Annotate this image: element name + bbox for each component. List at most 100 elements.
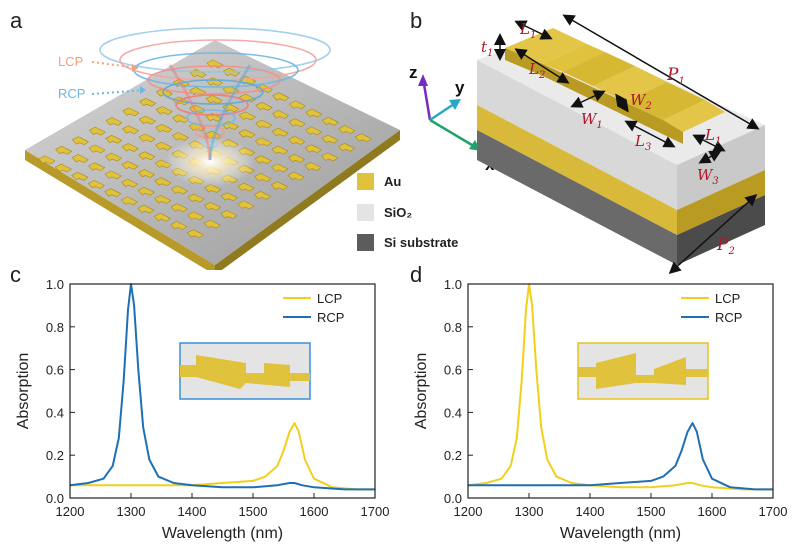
axis-z-label: z xyxy=(409,63,418,82)
gold-resonator xyxy=(237,182,255,192)
gold-resonator xyxy=(122,125,140,135)
x-tick-label: 1600 xyxy=(300,504,329,519)
y-axis-label: Absorption xyxy=(15,353,32,430)
gold-resonator xyxy=(270,181,288,191)
gold-resonator xyxy=(105,134,123,144)
y-tick-label: 0.4 xyxy=(46,405,64,420)
x-tick-label: 1700 xyxy=(759,504,788,519)
gold-resonator xyxy=(338,142,356,152)
gold-resonator xyxy=(155,141,173,151)
gold-resonator xyxy=(287,171,305,181)
metasurface-illustration: LCP RCP xyxy=(25,27,400,270)
gold-resonator xyxy=(287,153,306,163)
legend-label-lcp: LCP xyxy=(715,291,740,306)
gold-resonator xyxy=(288,100,306,110)
gold-resonator xyxy=(153,212,171,222)
gold-resonator xyxy=(154,195,172,204)
gold-resonator xyxy=(170,185,189,195)
gold-resonator xyxy=(187,193,205,203)
y-tick-label: 0.2 xyxy=(46,448,64,463)
gold-resonator xyxy=(172,114,190,124)
series-line-lcp xyxy=(70,422,375,491)
sio2-right-face xyxy=(677,125,765,210)
au-layer-front xyxy=(477,105,677,235)
gold-resonator xyxy=(170,203,188,213)
svg-text:P1: P1 xyxy=(666,65,685,87)
gold-resonator xyxy=(187,211,205,221)
gold-resonator xyxy=(304,144,322,154)
gold-resonator xyxy=(254,155,272,165)
panel-letter-c: c xyxy=(10,262,21,287)
gold-resonator xyxy=(288,136,306,145)
sio2-swatch xyxy=(357,204,374,221)
gold-resonator xyxy=(87,180,105,189)
unit-cell-schematic: z y x t1 L1 L2 W1 W2 xyxy=(409,14,765,275)
gold-resonator xyxy=(237,200,255,210)
gold-resonator xyxy=(271,163,289,173)
x-tick-label: 1300 xyxy=(117,504,146,519)
gold-resonator xyxy=(121,160,139,170)
si-swatch xyxy=(357,234,374,251)
gold-resonator xyxy=(154,177,172,187)
gold-resonator xyxy=(137,204,155,214)
absorption-chart-d: 1200 1300 1400 1500 1600 1700 0.0 0.2 0.4 0.6 0.8 1… xyxy=(413,277,788,542)
svg-text:W3: W3 xyxy=(697,166,719,187)
svg-text:L1: L1 xyxy=(519,20,536,41)
au-swatch xyxy=(357,173,374,190)
legend-au: Au xyxy=(357,173,401,190)
gold-resonator xyxy=(338,125,356,134)
x-tick-label: 1500 xyxy=(637,504,666,519)
inset-resonator-shape xyxy=(578,353,708,389)
x-tick-label: 1400 xyxy=(178,504,207,519)
panel-letter-b: b xyxy=(410,8,423,33)
gold-resonator xyxy=(354,133,372,143)
si-layer-front xyxy=(477,130,677,265)
gold-resonator xyxy=(104,188,122,198)
y-tick-label: 0.0 xyxy=(444,491,462,506)
substrate-side-left xyxy=(25,150,215,270)
legend-label-rcp: RCP xyxy=(715,310,742,325)
axis-y-label: y xyxy=(455,78,465,97)
gold-resonator xyxy=(304,162,322,171)
gold-resonator xyxy=(71,136,90,146)
gold-resonator xyxy=(155,106,173,115)
substrate-side-right xyxy=(215,130,400,270)
series-line-rcp xyxy=(468,422,773,491)
legend-label-lcp: LCP xyxy=(317,291,342,306)
inset-resonator-shape xyxy=(180,355,310,389)
gold-resonator xyxy=(203,201,222,211)
y-tick-label: 0.6 xyxy=(444,363,462,378)
legend-si-label: Si substrate xyxy=(384,235,459,250)
gold-resonator xyxy=(38,155,56,165)
y-tick-label: 0.4 xyxy=(444,405,462,420)
x-tick-label: 1300 xyxy=(515,504,544,519)
gold-resonator xyxy=(305,126,323,136)
gold-resonator xyxy=(137,169,156,178)
focus-glow xyxy=(165,137,255,187)
gold-resonator xyxy=(271,127,289,137)
y-tick-label: 0.0 xyxy=(46,491,64,506)
gold-resonator xyxy=(71,154,89,163)
gold-resonator xyxy=(137,186,155,196)
x-axis-label: Wavelength (nm) xyxy=(560,525,681,542)
plot-frame xyxy=(467,283,774,499)
gold-resonator xyxy=(238,129,256,139)
gold-resonator xyxy=(121,143,139,152)
y-tick-label: 0.8 xyxy=(444,320,462,335)
x-tick-label: 1600 xyxy=(698,504,727,519)
gold-resonator xyxy=(55,145,73,155)
panel-letter-d: d xyxy=(410,262,423,287)
absorption-chart-c: 1200 1300 1400 1500 1600 1700 0.0 0.2 0.4 0.6 0.8 1… xyxy=(15,277,389,542)
legend-label-rcp: RCP xyxy=(317,310,344,325)
y-tick-label: 1.0 xyxy=(444,277,462,292)
gold-resonator xyxy=(138,133,156,143)
svg-text:W1: W1 xyxy=(581,110,603,131)
lcp-label: LCP xyxy=(58,54,83,69)
gold-resonator xyxy=(88,126,106,136)
svg-text:W2: W2 xyxy=(630,91,652,112)
series-line-lcp xyxy=(467,283,773,491)
svg-text:L3: L3 xyxy=(634,132,651,153)
gold-resonator xyxy=(186,229,204,239)
gold-resonator xyxy=(121,178,139,188)
gold-resonator xyxy=(254,173,272,182)
